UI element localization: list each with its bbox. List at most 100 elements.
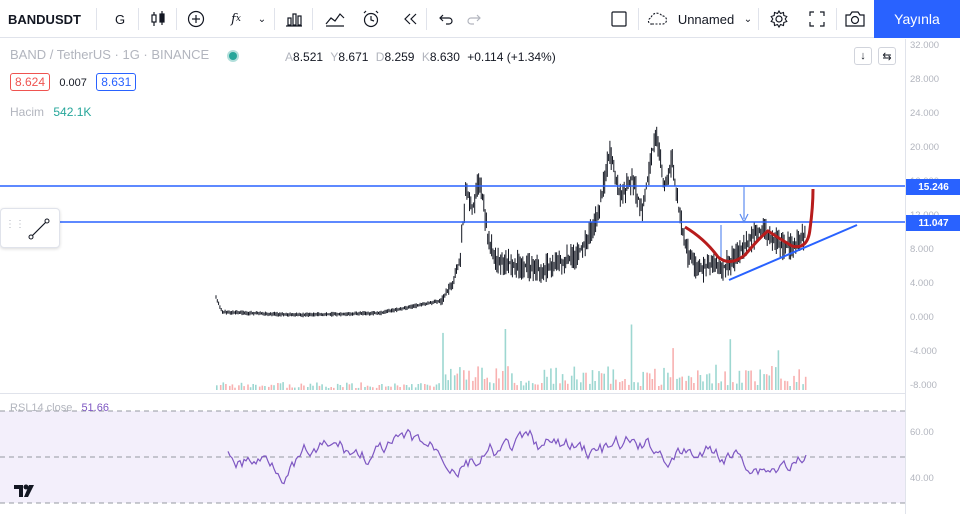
volume-bar [511,373,513,390]
alert-icon[interactable] [358,0,384,38]
volume-bar [750,370,752,390]
volume-bar [360,382,362,390]
drag-handle-icon[interactable]: ⋮⋮ [5,219,25,230]
volume-bar [690,377,693,390]
volume-bar [342,387,344,390]
volume-bar [372,387,374,390]
volume-bar [222,382,225,390]
camera-icon[interactable] [842,0,868,38]
layout-name[interactable]: Unnamed [677,11,735,27]
volume-bar [472,380,474,390]
volume-bar [639,386,642,390]
price-axis[interactable]: 32.000 28.000 24.000 20.000 16.000 12.00… [905,39,960,514]
volume-bar [789,386,791,390]
rsi-chart[interactable] [0,394,905,515]
volume-bar [403,384,405,390]
volume-bar [582,372,585,390]
volume-bar [522,385,525,390]
volume-bar [685,380,687,390]
bid-price[interactable]: 8.624 [10,73,51,91]
volume-bar [346,382,348,390]
curve-drawing [684,188,815,263]
gear-icon[interactable] [766,0,792,38]
volume-bar [273,385,275,390]
upper-line-price-tag[interactable]: 15.246 [906,179,960,195]
fullscreen-icon[interactable] [804,0,830,38]
volume-bar [658,386,660,390]
price-tick: 20.000 [910,142,940,153]
volume-bar [534,384,537,390]
volume-bar [607,366,609,390]
volume-bar [405,385,408,390]
volume-bar [786,381,789,390]
price-chart[interactable] [0,39,905,392]
close-value: 8.630 [429,50,460,64]
volume-bar [355,388,357,390]
trendline-tool-icon[interactable] [27,217,51,241]
volume-value: 542.1K [53,105,92,119]
ask-price[interactable]: 8.631 [96,73,137,91]
volume-bar [286,387,288,390]
volume-bar [468,370,470,390]
toolbar-divider [758,8,759,30]
volume-bar [453,375,456,390]
symbol-title: BAND / TetherUS · 1G · BINANCE [10,47,210,62]
volume-bar [502,371,504,390]
replay-icon[interactable] [398,0,422,38]
volume-bar [442,332,444,390]
volume-bar [621,381,624,390]
volume-bar [676,378,678,390]
add-indicator-icon[interactable] [184,0,208,38]
volume-bar [726,385,729,390]
interval-button[interactable]: G [114,11,126,27]
volume-bar [585,372,587,390]
tradingview-logo[interactable] [12,482,38,500]
rsi-legend[interactable]: RSI 14 close 51.66 [10,402,109,414]
volume-bar [600,373,603,390]
rsi-pane[interactable]: RSI 14 close 51.66 [0,393,905,514]
volume-bar [247,384,249,390]
fullscreen-layout-icon[interactable] [606,0,632,38]
volume-bar [279,383,282,390]
volume-bar [327,388,330,390]
open-value: 8.521 [293,50,324,64]
candles-icon[interactable] [146,0,170,38]
chevron-down-icon[interactable]: ⌄ [743,13,753,25]
compare-icon[interactable] [322,0,348,38]
floating-drawing-toolbar[interactable]: ⋮⋮ [0,208,60,248]
price-tick: 24.000 [910,108,940,119]
volume-bar [450,368,452,390]
chart-legend-title[interactable]: BAND / TetherUS · 1G · BINANCE [10,47,237,62]
volume-bar [316,382,318,390]
main-chart-pane[interactable]: BAND / TetherUS · 1G · BINANCE A8.521 Y8… [0,39,905,392]
redo-icon[interactable] [462,0,486,38]
symbol-search[interactable]: BANDUSDT [8,11,81,27]
publish-button[interactable]: Yayınla [874,0,960,38]
volume-bar [489,382,491,390]
volume-bar [780,378,782,390]
templates-icon[interactable] [282,0,306,38]
rsi-label: RSI 14 close [10,402,73,414]
volume-bar [312,385,314,390]
lower-line-price-tag[interactable]: 11.047 [906,215,960,231]
volume-bar [234,387,236,390]
arrow-down-icon[interactable]: ↓ [854,47,872,65]
volume-legend[interactable]: Hacim 542.1K [10,105,91,119]
volume-bar [706,374,708,390]
volume-bar [687,375,690,390]
volume-bar [594,381,596,390]
volume-bar [492,383,495,390]
undo-icon[interactable] [434,0,458,38]
restore-icon[interactable]: ⇆ [878,47,896,65]
volume-bar [754,381,756,390]
volume-bar [745,370,747,390]
change-value: +0.114 (+1.34%) [467,50,556,64]
volume-bar [678,377,681,390]
volume-bar [741,382,743,390]
chevron-down-icon[interactable]: ⌄ [257,13,267,25]
volume-bar [481,367,483,390]
volume-bar [240,382,243,390]
volume-bar [351,383,353,390]
cloud-icon [644,0,670,38]
